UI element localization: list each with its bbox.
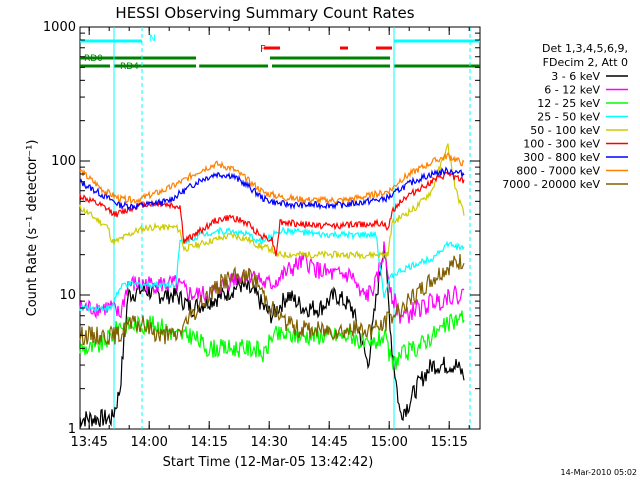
legend-label-7: 800 - 7000 keV (516, 165, 600, 178)
legend-label-0: 3 - 6 keV (551, 70, 600, 83)
series-line-1 (79, 241, 465, 324)
legend-label-8: 7000 - 20000 keV (502, 178, 600, 191)
legend-label-3: 25 - 50 keV (537, 111, 600, 124)
y-tick-label-2: 100 (51, 154, 76, 169)
legend-label-2: 12 - 25 keV (537, 97, 600, 110)
flare-flag-label: F (260, 44, 266, 55)
legend-label-6: 300 - 800 keV (523, 151, 600, 164)
legend-header-line-1: Det 1,3,4,5,6,9, (542, 42, 628, 55)
y-axis-label: Count Rate (s⁻¹ detector⁻¹) (25, 140, 40, 317)
series-line-5 (79, 171, 465, 257)
x-tick-label-6: 15:15 (430, 435, 467, 450)
x-tick-label-3: 14:30 (250, 435, 287, 450)
y-tick-label-1: 10 (59, 288, 76, 303)
x-tick-label-4: 14:45 (310, 435, 347, 450)
series-group (79, 143, 465, 428)
plot-frame (79, 26, 481, 430)
x-tick-label-5: 15:00 (370, 435, 407, 450)
legend-label-5: 100 - 300 keV (523, 138, 600, 151)
rd0-flag-label: RD0 (84, 54, 103, 64)
series-line-4 (79, 143, 465, 261)
chart-title: HESSI Observing Summary Count Rates (115, 4, 414, 22)
x-tick-label-1: 14:00 (130, 435, 167, 450)
y-axis-ticks: 1 10 100 1000 (43, 20, 480, 437)
saa-flag-label: N (149, 34, 156, 44)
series-line-0 (79, 244, 465, 428)
series-line-2 (79, 310, 465, 370)
x-axis-ticks: 13:45 14:00 14:15 14:30 14:45 15:00 15:15 (70, 27, 470, 450)
y-tick-label-3: 1000 (43, 20, 76, 35)
series-line-8 (79, 254, 465, 346)
flag-bars (80, 39, 480, 68)
legend-header-line-2: FDecim 2, Att 0 (543, 56, 628, 69)
footer-date: 14-Mar-2010 05:02 (561, 468, 638, 477)
legend-label-1: 6 - 12 keV (544, 84, 600, 97)
series-line-6 (79, 166, 465, 211)
x-axis-label: Start Time (12-Mar-05 13:42:42) (163, 455, 374, 470)
legend: Det 1,3,4,5,6,9, FDecim 2, Att 0 3 - 6 k… (502, 42, 628, 191)
y-tick-label-0: 1 (68, 422, 76, 437)
x-tick-label-0: 13:45 (70, 435, 107, 450)
series-line-7 (79, 151, 465, 206)
x-tick-label-2: 14:15 (190, 435, 227, 450)
rd4-flag-label: RD4 (120, 62, 139, 72)
legend-label-4: 50 - 100 keV (530, 124, 600, 137)
